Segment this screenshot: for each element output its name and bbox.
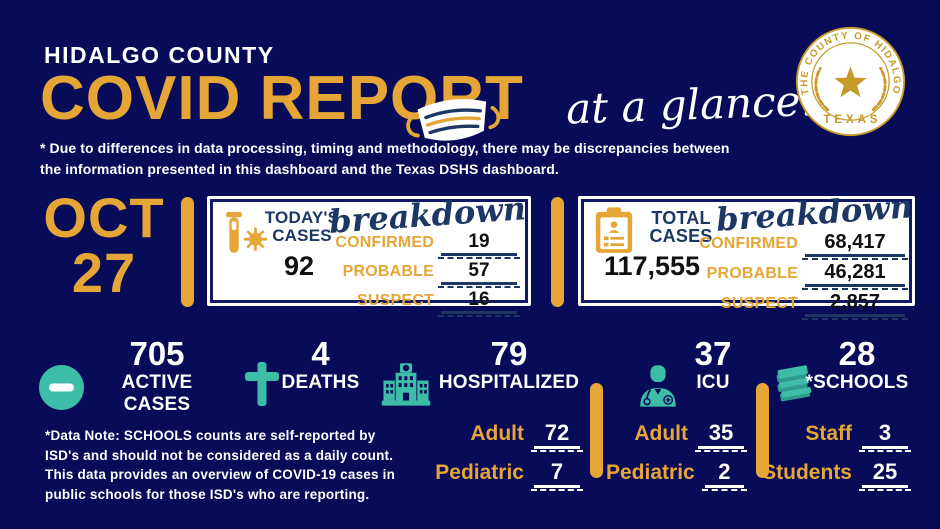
todays-breakdown: CONFIRMED 19 PROBABLE 57 SUSPECT 16 xyxy=(335,231,520,317)
report-month: OCT xyxy=(43,186,165,249)
books-stack-icon xyxy=(776,365,812,402)
breakdown-row: SUSPECT 16 xyxy=(335,289,520,317)
active-cases-value: 705 xyxy=(129,335,185,372)
breakdown-value: 57 xyxy=(438,260,520,288)
pediatric-label: Pediatric xyxy=(606,461,695,484)
todays-cases-card: TODAY'S CASES 92 breakdown CONFIRMED 19 … xyxy=(207,189,531,317)
breakdown-row: Pediatric 7 xyxy=(420,459,583,491)
breakdown-label: SUSPECT xyxy=(721,295,798,312)
staff-value: 3 xyxy=(859,420,911,452)
pediatric-label: Pediatric xyxy=(435,461,524,484)
face-mask-icon xyxy=(406,99,501,141)
test-tube-icon xyxy=(226,212,268,253)
seal-bottom-text: TEXAS xyxy=(823,113,881,126)
stat-deaths: 4 DEATHS xyxy=(268,336,373,394)
separator-bar xyxy=(590,383,603,478)
hospitalized-label: HOSPITALIZED xyxy=(438,372,580,393)
cross-icon xyxy=(245,362,279,406)
students-label: Students xyxy=(762,461,852,484)
disclaimer-line-1: * Due to differences in data processing,… xyxy=(40,140,730,156)
data-note: *Data Note: SCHOOLS counts are self-repo… xyxy=(45,426,415,504)
icu-value: 37 xyxy=(694,335,732,372)
total-breakdown: CONFIRMED 68,417 PROBABLE 46,281 SUSPECT… xyxy=(699,231,908,320)
deaths-value: 4 xyxy=(311,335,330,372)
pediatric-value: 7 xyxy=(531,459,583,491)
breakdown-label: PROBABLE xyxy=(706,265,798,282)
schools-label: *SCHOOLS xyxy=(805,372,909,393)
breakdown-row: Students 25 xyxy=(762,459,911,491)
data-note-line-1: *Data Note: SCHOOLS counts are self-repo… xyxy=(45,428,376,443)
separator-bar xyxy=(181,197,194,307)
active-cases-label: ACTIVE CASES xyxy=(121,372,193,415)
breakdown-label: CONFIRMED xyxy=(699,235,798,252)
county-seal-icon: THE COUNTY OF HIDALGO TEXAS xyxy=(795,26,906,137)
separator-bar xyxy=(551,197,564,307)
breakdown-row: SUSPECT 2,857 xyxy=(699,291,908,320)
breakdown-row: PROBABLE 46,281 xyxy=(699,261,908,290)
hospitalized-value: 79 xyxy=(490,335,528,372)
report-day: 27 xyxy=(71,241,137,304)
breakdown-value: 19 xyxy=(438,231,520,259)
adult-label: Adult xyxy=(470,422,524,445)
students-value: 25 xyxy=(859,459,911,491)
seal-star xyxy=(834,66,867,98)
disclaimer-line-2: the information presented in this dashbo… xyxy=(40,161,559,177)
icu-label: ICU xyxy=(696,372,730,393)
breakdown-label: CONFIRMED xyxy=(335,234,434,251)
breakdown-row: CONFIRMED 68,417 xyxy=(699,231,908,260)
adult-value: 72 xyxy=(531,420,583,452)
breakdown-row: Adult 72 xyxy=(420,420,583,452)
total-cases-card: TOTAL CASES 117,555 breakdown CONFIRMED … xyxy=(578,187,915,320)
minus-circle-icon xyxy=(39,365,84,410)
stat-schools: 28 *SCHOOLS xyxy=(798,336,916,394)
total-cases-value: 117,555 xyxy=(603,251,701,281)
hospitalized-breakdown: Adult 72 Pediatric 7 xyxy=(420,420,583,498)
doctor-icon xyxy=(640,365,676,407)
stat-icu: 37 ICU xyxy=(658,336,768,394)
icu-breakdown: Adult 35 Pediatric 2 xyxy=(606,420,748,498)
breakdown-row: Staff 3 xyxy=(762,420,911,452)
breakdown-value: 16 xyxy=(438,289,520,317)
stat-active-cases: 705 ACTIVE CASES xyxy=(92,336,222,416)
total-cases-label: TOTAL CASES xyxy=(649,208,713,246)
hospital-icon xyxy=(381,363,431,406)
stat-hospitalized: 79 HOSPITALIZED xyxy=(438,336,580,394)
adult-label: Adult xyxy=(634,422,688,445)
breakdown-value: 46,281 xyxy=(802,261,908,290)
staff-label: Staff xyxy=(805,422,852,445)
todays-cases-label: TODAY'S CASES xyxy=(264,208,340,245)
clipboard-icon xyxy=(595,207,633,253)
adult-value: 35 xyxy=(695,420,747,452)
breakdown-label: PROBABLE xyxy=(342,263,434,280)
todays-cases-value: 92 xyxy=(283,251,315,281)
breakdown-row: Pediatric 2 xyxy=(606,459,748,491)
pediatric-value: 2 xyxy=(701,459,748,491)
report-date: OCT 27 xyxy=(28,186,180,304)
schools-breakdown: Staff 3 Students 25 xyxy=(762,420,911,498)
breakdown-value: 2,857 xyxy=(802,291,908,320)
breakdown-row: PROBABLE 57 xyxy=(335,260,520,288)
data-note-line-4: public schools for those ISD's who are r… xyxy=(45,486,370,502)
breakdown-row: Adult 35 xyxy=(606,420,747,452)
breakdown-label: SUSPECT xyxy=(357,292,434,309)
data-note-line-3: This data provides an overview of COVID-… xyxy=(45,467,396,482)
breakdown-value: 68,417 xyxy=(802,231,908,260)
separator-bar xyxy=(756,383,769,478)
data-note-line-2: ISD's and should not be considered as a … xyxy=(45,447,394,463)
breakdown-row: CONFIRMED 19 xyxy=(335,231,520,259)
county-name: HIDALGO COUNTY xyxy=(44,42,275,68)
tagline: at a glance.. xyxy=(565,75,828,134)
deaths-label: DEATHS xyxy=(281,372,360,393)
schools-value: 28 xyxy=(838,335,876,372)
